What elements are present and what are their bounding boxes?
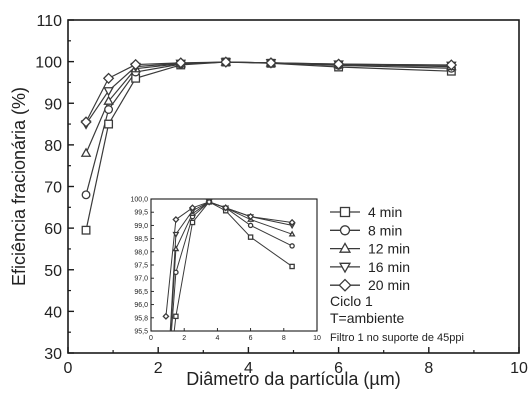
legend-label: 12 min <box>368 241 410 257</box>
inset-data-point <box>247 222 254 229</box>
inset-data-point <box>247 234 254 240</box>
legend-marker <box>339 206 351 218</box>
x-tick-label: 0 <box>64 360 73 377</box>
inset-data-point <box>189 219 196 226</box>
inset-data-point <box>288 218 296 227</box>
inset-data-point <box>289 263 295 270</box>
inset-y-tick-label: 99,5 <box>134 210 148 217</box>
y-tick-label: 30 <box>44 346 62 363</box>
annotation-filter: Filtro 1 no suporte de 45ppi <box>330 332 464 344</box>
data-point <box>265 57 277 69</box>
data-point <box>332 58 345 70</box>
inset-y-tick-label: 98,0 <box>134 249 148 256</box>
y-tick-label: 110 <box>36 13 62 30</box>
y-tick-label: 60 <box>44 221 62 238</box>
y-axis-title: Eficiência fracionária (%) <box>9 87 29 286</box>
data-point <box>175 57 187 69</box>
data-point <box>103 87 114 97</box>
x-axis-title: Diâmetro da partícula (µm) <box>186 369 400 389</box>
data-point <box>104 105 114 114</box>
inset-data-point <box>172 215 180 224</box>
legend-label: 16 min <box>368 259 410 275</box>
data-point <box>129 58 142 71</box>
y-tick-label: 100 <box>35 55 62 72</box>
y-tick-label: 70 <box>44 180 62 197</box>
data-point <box>104 119 114 129</box>
data-point <box>80 147 92 157</box>
inset-y-tick-label: 95,8 <box>134 315 148 322</box>
data-point <box>102 72 115 84</box>
inset-series-group <box>162 199 296 331</box>
series-line <box>85 61 452 195</box>
inset-data-point <box>173 313 179 320</box>
annotation-temperature: T=ambiente <box>330 310 405 326</box>
annotations: Ciclo 1T=ambiente Filtro 1 no suporte de … <box>330 293 464 344</box>
legend-marker <box>338 278 352 292</box>
inset-x-tick-label: 2 <box>182 335 186 342</box>
inset-data-point <box>288 230 296 237</box>
legend: 4 min 8 min 12 min 16 min 20 min <box>330 204 410 293</box>
legend-label: 8 min <box>368 222 402 238</box>
x-tick-label: 4 <box>244 360 253 377</box>
x-tick-label: 2 <box>154 360 163 377</box>
inset-data-point <box>172 245 180 252</box>
inset-y-tick-label: 99,0 <box>134 223 148 230</box>
inset-y-tick-label: 97,0 <box>134 276 148 283</box>
inset-x-tick-label: 4 <box>215 335 219 342</box>
inset-y-tick-label: 96,5 <box>134 289 148 296</box>
inset-data-point <box>289 243 295 249</box>
legend-marker <box>338 242 352 253</box>
inset-plot: 0 2 4 6 8 10 95,5 95,8 96,0 96,5 97,0 97,5 98,0 98,5 9… <box>130 197 321 343</box>
inset-x-tick-label: 10 <box>313 335 321 342</box>
inset-data-point <box>172 231 180 238</box>
data-point <box>80 116 92 128</box>
inset-y-tick-label: 100,0 <box>130 197 148 204</box>
legend-label: 20 min <box>368 277 410 293</box>
inset-data-point <box>247 213 255 221</box>
inset-x-tick-label: 0 <box>149 335 153 342</box>
inset-x-tick-label: 6 <box>249 335 253 342</box>
x-tick-label: 10 <box>510 360 528 377</box>
legend-marker <box>339 225 351 236</box>
y-tick-label: 80 <box>44 138 62 155</box>
y-tick-label: 90 <box>44 96 62 113</box>
inset-data-point <box>222 204 230 212</box>
data-point <box>81 190 91 200</box>
x-tick-label: 6 <box>334 360 343 377</box>
data-point <box>445 59 458 71</box>
inset-data-point <box>205 199 213 206</box>
series-line <box>85 61 452 123</box>
inset-y-tick-label: 95,5 <box>134 329 148 336</box>
inset-y-tick-label: 96,0 <box>134 302 148 309</box>
x-tick-label: 8 <box>424 360 433 377</box>
inset-y-tick-label: 98,5 <box>134 236 148 243</box>
data-point <box>103 95 114 105</box>
inset-x-tick-label: 8 <box>282 335 286 342</box>
legend-marker <box>338 262 352 274</box>
annotation-cycle: Ciclo 1 <box>330 293 373 309</box>
legend-label: 4 min <box>368 204 402 220</box>
data-point <box>220 56 232 68</box>
inset-data-point <box>162 312 170 320</box>
inset-y-tick-label: 97,5 <box>134 263 148 270</box>
y-tick-label: 50 <box>44 263 62 280</box>
inset-data-point <box>173 269 179 276</box>
series-line <box>85 61 452 154</box>
data-point <box>81 225 91 235</box>
y-tick-label: 40 <box>44 304 62 321</box>
inset-data-point <box>188 204 197 212</box>
